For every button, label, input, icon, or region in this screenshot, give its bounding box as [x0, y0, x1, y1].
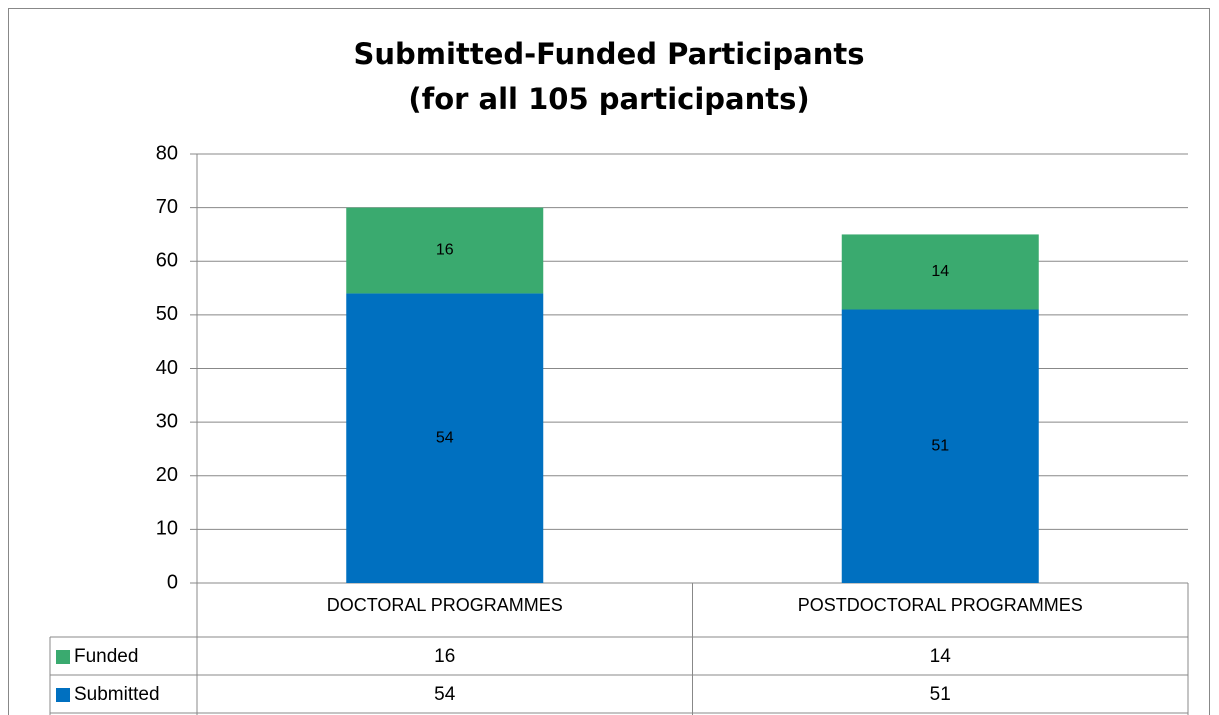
data-label: 16 — [436, 242, 454, 259]
y-tick-label: 0 — [167, 571, 178, 593]
table-value: 16 — [434, 646, 455, 667]
y-tick-label: 50 — [156, 303, 178, 325]
data-label: 14 — [931, 263, 949, 280]
bar-segment — [841, 234, 1039, 310]
category-label: DOCTORAL PROGRAMMES — [327, 595, 563, 615]
y-tick-label: 60 — [156, 250, 178, 272]
y-tick-label: 30 — [156, 410, 178, 432]
bar-segment — [841, 309, 1039, 583]
table-value: 51 — [930, 684, 951, 705]
chart-subtitle: (for all 105 participants) — [408, 82, 809, 116]
y-tick-label: 70 — [156, 196, 178, 218]
data-label: 54 — [436, 429, 454, 446]
legend-swatch — [56, 688, 70, 702]
legend-label: Submitted — [74, 684, 160, 705]
legend-swatch — [56, 650, 70, 664]
y-tick-label: 80 — [156, 142, 178, 164]
y-tick-label: 40 — [156, 357, 178, 379]
legend-label: Funded — [74, 646, 138, 667]
data-label: 51 — [931, 437, 949, 454]
y-tick-label: 10 — [156, 518, 178, 540]
bar-segment — [346, 207, 544, 294]
bar-segment — [346, 293, 544, 583]
category-label: POSTDOCTORAL PROGRAMMES — [798, 595, 1083, 615]
table-value: 54 — [434, 684, 456, 705]
chart-border — [8, 8, 1210, 715]
y-tick-label: 20 — [156, 464, 178, 486]
chart-title: Submitted-Funded Participants — [354, 37, 865, 71]
table-value: 14 — [930, 646, 952, 667]
